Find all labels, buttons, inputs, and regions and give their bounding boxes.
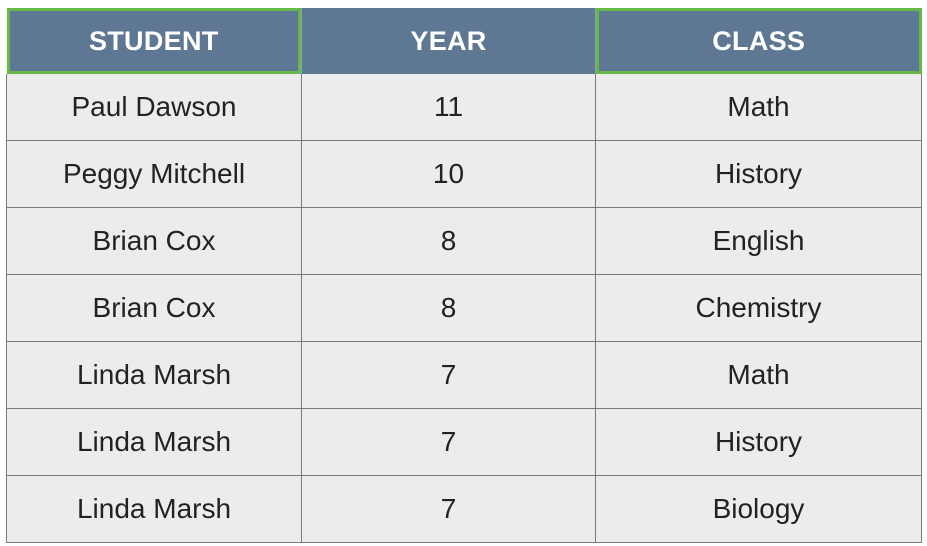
header-student: STUDENT — [6, 8, 302, 74]
cell-student: Linda Marsh — [6, 408, 302, 476]
cell-student: Brian Cox — [6, 274, 302, 342]
cell-class: History — [595, 408, 922, 476]
student-class-table: STUDENT YEAR CLASS Paul Dawson 11 Math P… — [6, 8, 922, 543]
cell-student: Linda Marsh — [6, 475, 302, 543]
table-row: Brian Cox 8 Chemistry — [6, 274, 922, 342]
cell-class: Chemistry — [595, 274, 922, 342]
table-row: Paul Dawson 11 Math — [6, 74, 922, 141]
cell-student: Brian Cox — [6, 207, 302, 275]
cell-year: 7 — [301, 475, 596, 543]
cell-class: Math — [595, 74, 922, 141]
table-row: Peggy Mitchell 10 History — [6, 140, 922, 208]
cell-year: 11 — [301, 74, 596, 141]
header-row: STUDENT YEAR CLASS — [6, 8, 922, 74]
table-row: Linda Marsh 7 Math — [6, 341, 922, 409]
student-class-table-container: STUDENT YEAR CLASS Paul Dawson 11 Math P… — [6, 8, 922, 543]
cell-class: History — [595, 140, 922, 208]
table-row: Linda Marsh 7 Biology — [6, 475, 922, 543]
cell-year: 8 — [301, 207, 596, 275]
cell-student: Linda Marsh — [6, 341, 302, 409]
table-header: STUDENT YEAR CLASS — [6, 8, 922, 74]
table-body: Paul Dawson 11 Math Peggy Mitchell 10 Hi… — [6, 74, 922, 543]
table-row: Linda Marsh 7 History — [6, 408, 922, 476]
header-year: YEAR — [301, 8, 596, 74]
cell-year: 7 — [301, 341, 596, 409]
cell-class: English — [595, 207, 922, 275]
cell-year: 7 — [301, 408, 596, 476]
table-row: Brian Cox 8 English — [6, 207, 922, 275]
cell-class: Math — [595, 341, 922, 409]
header-class: CLASS — [595, 8, 922, 74]
cell-student: Peggy Mitchell — [6, 140, 302, 208]
cell-year: 10 — [301, 140, 596, 208]
cell-year: 8 — [301, 274, 596, 342]
cell-class: Biology — [595, 475, 922, 543]
cell-student: Paul Dawson — [6, 74, 302, 141]
